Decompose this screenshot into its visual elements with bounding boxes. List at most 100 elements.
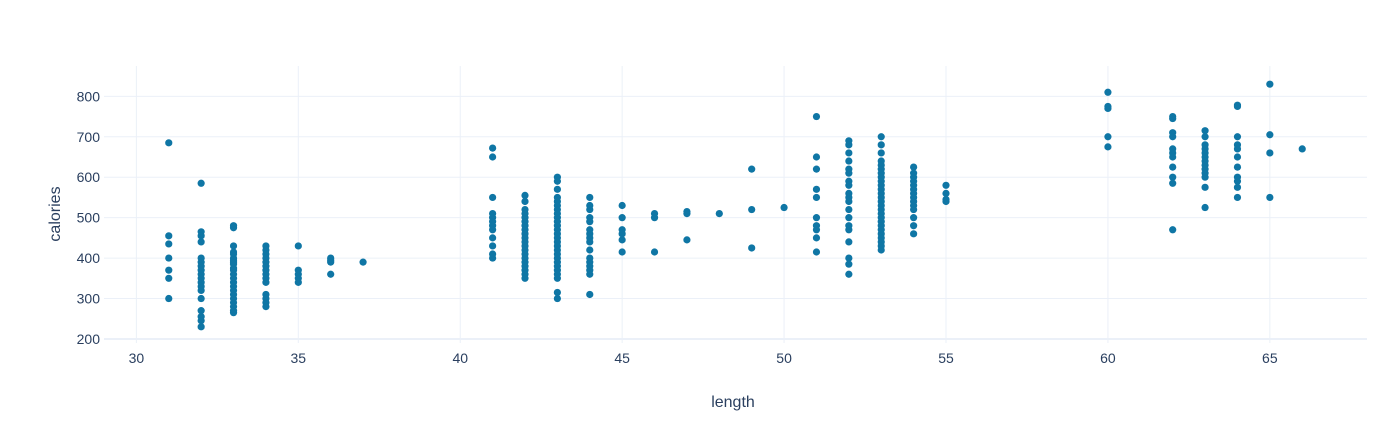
scatter-point bbox=[1233, 153, 1242, 161]
scatter-point bbox=[1104, 133, 1112, 141]
scatter-point bbox=[1201, 183, 1209, 191]
scatter-point bbox=[586, 193, 594, 202]
scatter-point bbox=[489, 153, 497, 161]
scatter-point bbox=[1104, 88, 1112, 96]
scatter-point bbox=[553, 274, 561, 282]
scatter-point bbox=[812, 214, 821, 222]
scatter-point bbox=[1233, 102, 1242, 111]
y-tick-label: 300 bbox=[77, 291, 101, 307]
scatter-point bbox=[1201, 173, 1209, 181]
scatter-point bbox=[812, 193, 821, 202]
x-tick-label: 60 bbox=[1100, 350, 1116, 366]
scatter-point bbox=[812, 185, 821, 193]
scatter-point bbox=[586, 246, 594, 254]
scatter-point bbox=[1233, 183, 1242, 191]
scatter-point bbox=[618, 201, 626, 210]
scatter-point bbox=[1169, 226, 1177, 234]
scatter-point bbox=[1233, 133, 1242, 141]
scatter-point bbox=[845, 157, 853, 165]
scatter-point bbox=[586, 205, 594, 214]
scatter-point bbox=[586, 238, 594, 246]
y-tick-label: 700 bbox=[77, 129, 101, 145]
scatter-point bbox=[910, 222, 918, 230]
x-tick-label: 55 bbox=[938, 350, 954, 366]
scatter-point bbox=[715, 209, 723, 218]
scatter-point bbox=[845, 214, 853, 222]
scatter-point bbox=[845, 205, 853, 214]
scatter-point bbox=[197, 286, 205, 295]
scatter-point bbox=[650, 214, 659, 222]
scatter-point bbox=[942, 197, 950, 206]
y-tick-label: 500 bbox=[77, 210, 101, 226]
scatter-point bbox=[165, 240, 173, 248]
scatter-point bbox=[294, 242, 302, 250]
scatter-point bbox=[1233, 177, 1242, 185]
y-tick-label: 400 bbox=[77, 250, 101, 266]
data-points bbox=[165, 80, 1306, 331]
scatter-point bbox=[489, 254, 497, 262]
scatter-point bbox=[877, 141, 885, 149]
scatter-point bbox=[812, 112, 821, 121]
scatter-point bbox=[197, 238, 205, 246]
scatter-point bbox=[748, 165, 756, 173]
scatter-point bbox=[197, 307, 205, 315]
scatter-point bbox=[650, 248, 659, 256]
scatter-point bbox=[845, 181, 853, 189]
x-tick-label: 65 bbox=[1262, 350, 1278, 366]
scatter-point bbox=[1266, 149, 1274, 157]
x-axis-title: length bbox=[711, 394, 755, 411]
tick-labels: 30 35 40 45 50 55 60 65 200 300 400 500 600 700 800 bbox=[77, 88, 1278, 366]
scatter-point bbox=[618, 236, 626, 244]
scatter-point bbox=[1266, 131, 1274, 139]
scatter-point bbox=[521, 191, 529, 200]
scatter-point bbox=[197, 323, 205, 331]
scatter-point bbox=[229, 224, 238, 232]
scatter-point bbox=[910, 163, 918, 171]
scatter-point bbox=[845, 254, 853, 262]
scatter-point bbox=[521, 197, 529, 206]
scatter-point bbox=[812, 234, 821, 242]
scatter-point bbox=[1266, 80, 1274, 88]
scatter-point bbox=[942, 189, 950, 197]
scatter-point bbox=[845, 141, 853, 149]
scatter-point bbox=[845, 226, 853, 234]
scatter-point bbox=[845, 169, 853, 177]
scatter-point bbox=[618, 214, 626, 222]
y-tick-label: 200 bbox=[77, 331, 101, 347]
scatter-point bbox=[877, 133, 885, 141]
scatter-point bbox=[553, 294, 561, 303]
scatter-point bbox=[586, 290, 594, 299]
scatter-point bbox=[910, 230, 918, 238]
x-tick-label: 35 bbox=[291, 350, 307, 366]
scatter-point bbox=[1169, 179, 1177, 187]
scatter-point bbox=[748, 244, 756, 252]
scatter-point bbox=[683, 236, 691, 244]
scatter-point bbox=[748, 205, 756, 214]
scatter-point bbox=[1201, 133, 1209, 141]
scatter-point bbox=[262, 303, 270, 311]
scatter-point bbox=[229, 242, 238, 250]
scatter-point bbox=[618, 248, 626, 256]
scatter-point bbox=[553, 288, 561, 297]
scatter-point bbox=[910, 205, 918, 214]
scatter-point bbox=[845, 149, 853, 157]
x-tick-label: 30 bbox=[129, 350, 145, 366]
scatter-point bbox=[229, 309, 238, 317]
scatter-point bbox=[1104, 143, 1112, 151]
scatter-point bbox=[1233, 163, 1242, 171]
scatter-point bbox=[197, 232, 205, 240]
scatter-point bbox=[845, 270, 853, 278]
scatter-point bbox=[553, 177, 561, 185]
scatter-point bbox=[1233, 193, 1242, 202]
x-tick-label: 50 bbox=[776, 350, 792, 366]
scatter-point bbox=[1169, 153, 1177, 161]
y-tick-label: 800 bbox=[77, 88, 101, 104]
scatter-point bbox=[165, 274, 173, 282]
scatter-point bbox=[359, 258, 367, 266]
scatter-point bbox=[877, 149, 885, 157]
scatter-point bbox=[521, 274, 529, 282]
scatter-point bbox=[1169, 133, 1177, 141]
scatter-point bbox=[1169, 114, 1177, 123]
scatter-point bbox=[197, 317, 205, 325]
